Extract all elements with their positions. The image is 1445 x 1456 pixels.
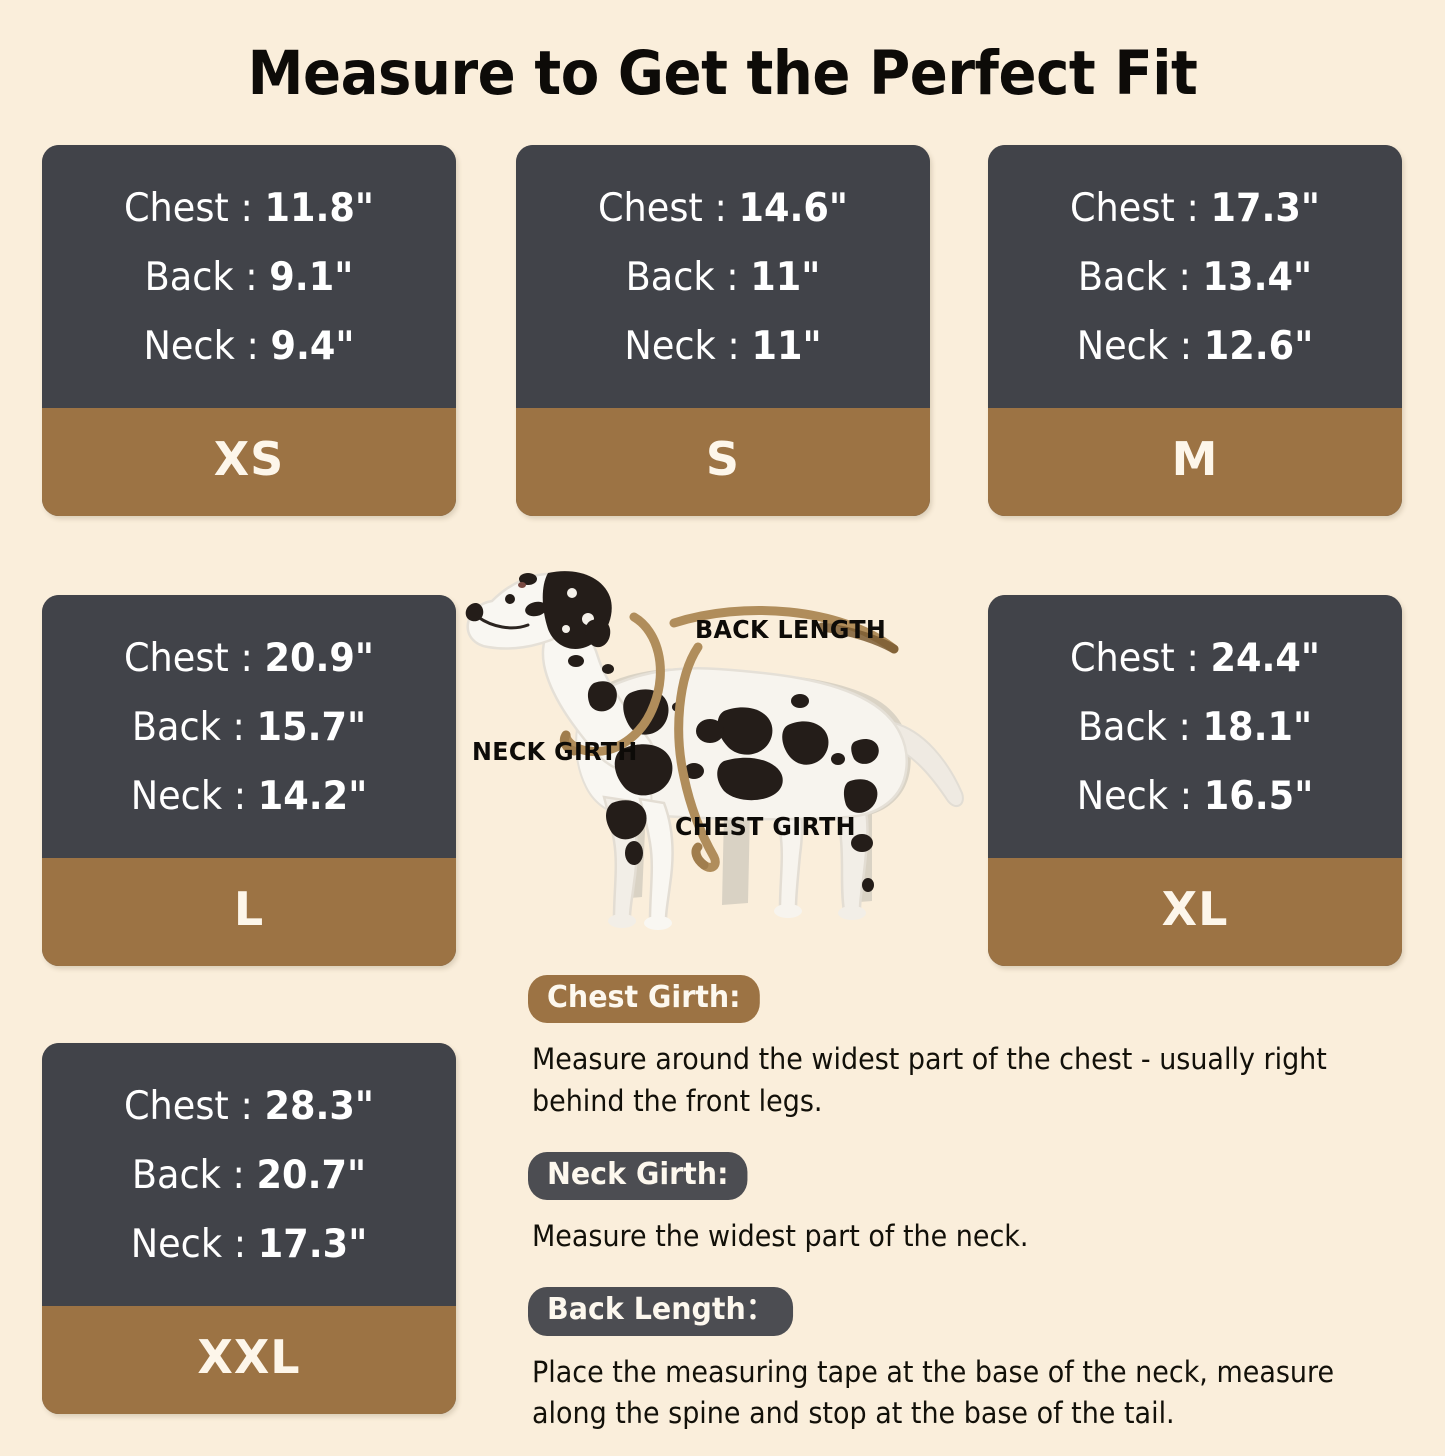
size-label-xl: XL	[988, 857, 1402, 966]
chest-measurement-row: Chest : 28.3"	[54, 1073, 443, 1142]
neck-value: 11"	[751, 323, 822, 369]
diagram-label-neck-girth: NECK GIRTH	[472, 737, 638, 766]
instruction-group-neck-girth: Neck Girth: Measure the widest part of t…	[528, 1151, 1418, 1258]
badge-neck-girth: Neck Girth:	[528, 1151, 748, 1201]
back-measurement-row: Back : 13.4"	[1000, 244, 1389, 313]
dalmatian-dog-icon	[462, 565, 992, 945]
size-label-xxl: XXL	[42, 1305, 456, 1414]
chest-value: 24.4"	[1210, 636, 1321, 681]
back-label: Back :	[625, 254, 751, 300]
neck-measurement-row: Neck : 9.4"	[54, 313, 443, 382]
size-label-xs: XS	[42, 407, 456, 516]
neck-value: 17.3"	[257, 1221, 368, 1267]
chest-value: 11.8"	[264, 186, 375, 231]
neck-label: Neck :	[1076, 773, 1204, 819]
badge-back-length: Back Length：	[528, 1287, 794, 1336]
size-card-xs[interactable]: Chest : 11.8" Back : 9.1" Neck : 9.4" XS	[42, 145, 456, 516]
chest-label: Chest :	[123, 186, 265, 231]
neck-value: 12.6"	[1203, 323, 1314, 369]
chest-value: 28.3"	[264, 1084, 375, 1129]
back-measurement-row: Back : 20.7"	[54, 1142, 443, 1211]
size-card-l[interactable]: Chest : 20.9" Back : 15.7" Neck : 14.2" …	[42, 595, 456, 966]
back-measurement-row: Back : 9.1"	[54, 244, 443, 313]
chest-label: Chest :	[1069, 186, 1211, 231]
chest-measurement-row: Chest : 20.9"	[54, 625, 443, 694]
chest-measurement-row: Chest : 14.6"	[528, 175, 917, 244]
chest-value: 20.9"	[264, 636, 375, 681]
back-label: Back :	[1077, 254, 1203, 300]
chest-label: Chest :	[1069, 636, 1211, 681]
size-label-l: L	[42, 857, 456, 966]
size-label-s: S	[516, 407, 930, 516]
page-title: Measure to Get the Perfect Fit	[247, 38, 1198, 109]
size-label-m: M	[988, 407, 1402, 516]
size-card-xl[interactable]: Chest : 24.4" Back : 18.1" Neck : 16.5" …	[988, 595, 1402, 966]
neck-label: Neck :	[624, 323, 752, 369]
back-measurement-row: Back : 11"	[528, 244, 917, 313]
back-label: Back :	[1077, 704, 1203, 750]
size-card-m[interactable]: Chest : 17.3" Back : 13.4" Neck : 12.6" …	[988, 145, 1402, 516]
size-card-measurements: Chest : 28.3" Back : 20.7" Neck : 17.3"	[42, 1043, 456, 1306]
neck-measurement-row: Neck : 14.2"	[54, 763, 443, 832]
back-measurement-row: Back : 18.1"	[1000, 694, 1389, 763]
neck-value: 9.4"	[270, 323, 355, 369]
size-card-s[interactable]: Chest : 14.6" Back : 11" Neck : 11" S	[516, 145, 930, 516]
diagram-label-back-length: BACK LENGTH	[695, 615, 887, 644]
neck-label: Neck :	[130, 773, 258, 819]
back-label: Back :	[144, 254, 270, 300]
size-card-measurements: Chest : 17.3" Back : 13.4" Neck : 12.6"	[988, 145, 1402, 408]
neck-value: 16.5"	[1203, 773, 1314, 819]
neck-measurement-row: Neck : 11"	[528, 313, 917, 382]
chest-value: 14.6"	[738, 186, 849, 231]
chest-label: Chest :	[597, 186, 739, 231]
instruction-text-back-length: Place the measuring tape at the base of …	[532, 1354, 1335, 1430]
back-value: 13.4"	[1202, 254, 1313, 300]
instruction-text-neck-girth: Measure the widest part of the neck.	[532, 1219, 1029, 1254]
chest-measurement-row: Chest : 17.3"	[1000, 175, 1389, 244]
chest-label: Chest :	[123, 636, 265, 681]
back-value: 9.1"	[269, 254, 354, 300]
back-value: 20.7"	[256, 1152, 367, 1198]
diagram-label-chest-girth: CHEST GIRTH	[675, 812, 856, 841]
neck-measurement-row: Neck : 16.5"	[1000, 763, 1389, 832]
chest-label: Chest :	[123, 1084, 265, 1129]
chest-value: 17.3"	[1210, 186, 1321, 231]
size-card-measurements: Chest : 11.8" Back : 9.1" Neck : 9.4"	[42, 145, 456, 408]
back-label: Back :	[131, 704, 257, 750]
back-value: 11"	[750, 254, 821, 300]
size-card-measurements: Chest : 24.4" Back : 18.1" Neck : 16.5"	[988, 595, 1402, 858]
back-value: 15.7"	[256, 704, 367, 750]
neck-measurement-row: Neck : 17.3"	[54, 1211, 443, 1280]
size-card-xxl[interactable]: Chest : 28.3" Back : 20.7" Neck : 17.3" …	[42, 1043, 456, 1414]
instruction-group-back-length: Back Length： Place the measuring tape at…	[528, 1287, 1418, 1434]
back-measurement-row: Back : 15.7"	[54, 694, 443, 763]
instruction-text-chest-girth: Measure around the widest part of the ch…	[532, 1042, 1327, 1118]
instruction-group-chest-girth: Chest Girth: Measure around the widest p…	[528, 975, 1418, 1122]
back-label: Back :	[131, 1152, 257, 1198]
chest-measurement-row: Chest : 24.4"	[1000, 625, 1389, 694]
size-card-measurements: Chest : 14.6" Back : 11" Neck : 11"	[516, 145, 930, 408]
neck-label: Neck :	[130, 1221, 258, 1267]
badge-chest-girth: Chest Girth:	[528, 975, 760, 1024]
neck-value: 14.2"	[257, 773, 368, 819]
back-value: 18.1"	[1202, 704, 1313, 750]
neck-measurement-row: Neck : 12.6"	[1000, 313, 1389, 382]
neck-label: Neck :	[1076, 323, 1204, 369]
measurement-instructions: Chest Girth: Measure around the widest p…	[528, 975, 1418, 1456]
neck-label: Neck :	[143, 323, 271, 369]
chest-measurement-row: Chest : 11.8"	[54, 175, 443, 244]
size-card-measurements: Chest : 20.9" Back : 15.7" Neck : 14.2"	[42, 595, 456, 858]
